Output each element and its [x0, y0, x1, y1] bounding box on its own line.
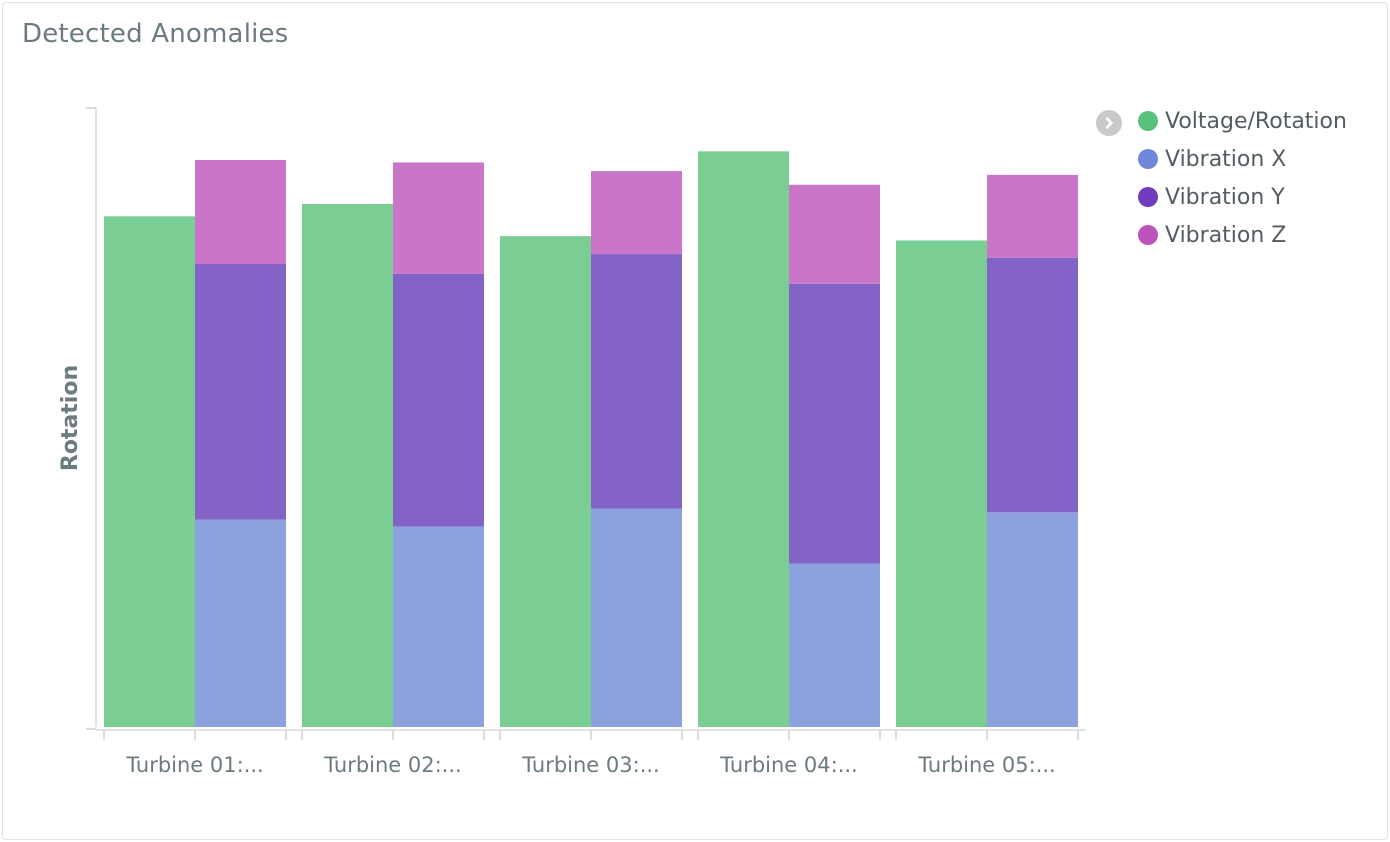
chevron-right-icon — [1105, 117, 1113, 129]
legend-items: Voltage/Rotation Vibration X Vibration Y Vi… — [1138, 102, 1347, 254]
bar-vibration-z — [195, 159, 286, 264]
bar-vibration-z — [987, 174, 1078, 258]
bar-vibration-x — [987, 512, 1078, 727]
bar-vibration-y — [393, 273, 484, 527]
bar-vibration-x — [195, 519, 286, 727]
bar-vibration-y — [591, 254, 682, 509]
bar-vibration-x — [393, 526, 484, 727]
x-tick-label: Turbine 03:... — [521, 753, 659, 777]
bar-vibration-y — [195, 263, 286, 520]
x-tick-label: Turbine 05:... — [917, 753, 1055, 777]
bar-voltage-rotation — [302, 203, 393, 727]
legend-swatch — [1138, 111, 1158, 131]
legend-label: Vibration X — [1165, 146, 1287, 172]
x-tick-label: Turbine 04:... — [719, 753, 857, 777]
bar-vibration-z — [591, 171, 682, 255]
bar-vibration-y — [987, 257, 1078, 513]
legend-item[interactable]: Vibration Z — [1138, 216, 1347, 254]
bar-voltage-rotation — [896, 240, 987, 727]
y-axis-label: Rotation — [58, 365, 83, 471]
bar-voltage-rotation — [500, 236, 591, 727]
bar-vibration-z — [789, 184, 880, 284]
bar-vibration-x — [591, 508, 682, 727]
legend-swatch — [1138, 149, 1158, 169]
legend-item[interactable]: Vibration X — [1138, 140, 1347, 178]
legend-label: Vibration Z — [1165, 222, 1287, 248]
legend-item[interactable]: Vibration Y — [1138, 178, 1347, 216]
bar-voltage-rotation — [104, 216, 195, 727]
bar-vibration-z — [393, 162, 484, 274]
legend-toggle-button[interactable] — [1096, 110, 1122, 136]
bar-vibration-x — [789, 563, 880, 727]
legend-label: Voltage/Rotation — [1165, 108, 1347, 134]
legend-item[interactable]: Voltage/Rotation — [1138, 102, 1347, 140]
legend-label: Vibration Y — [1165, 184, 1285, 210]
bar-vibration-y — [789, 283, 880, 564]
x-tick-label: Turbine 01:... — [125, 753, 263, 777]
bar-voltage-rotation — [698, 151, 789, 727]
x-tick-label: Turbine 02:... — [323, 753, 461, 777]
legend-swatch — [1138, 187, 1158, 207]
panel-title: Detected Anomalies — [22, 19, 289, 49]
legend-swatch — [1138, 225, 1158, 245]
